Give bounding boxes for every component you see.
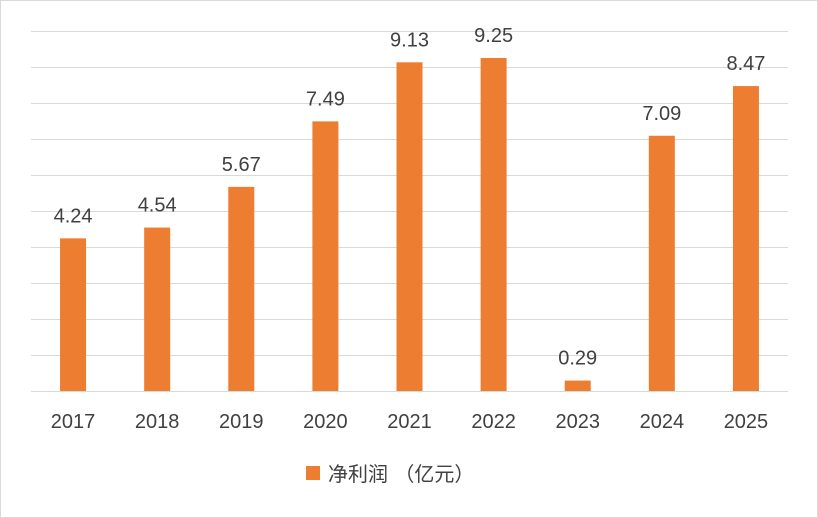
bar-2021 [396,62,423,391]
data-label-2018: 4.54 [138,195,177,217]
bar-2017 [60,238,87,391]
x-tick-label-2017: 2017 [51,411,96,433]
x-tick-label-2021: 2021 [387,411,432,433]
bar-2019 [228,186,255,391]
bars [60,58,759,392]
data-label-2020: 7.49 [306,88,345,110]
data-label-2021: 9.13 [390,29,429,51]
x-tick-label-2019: 2019 [219,411,264,433]
legend: 净利润 （亿元） [306,462,474,486]
data-label-2019: 5.67 [222,154,261,176]
data-label-2017: 4.24 [54,205,93,227]
bar-2020 [312,121,339,392]
data-label-2025: 8.47 [726,53,765,75]
bar-2022 [480,58,507,391]
data-label-2022: 9.25 [474,25,513,47]
x-tick-label-2020: 2020 [303,411,348,433]
bar-2025 [732,86,759,391]
bar-2024 [648,135,675,391]
x-tick-label-2022: 2022 [471,411,516,433]
x-tick-label-2025: 2025 [724,411,769,433]
data-label-2023: 0.29 [558,348,597,370]
x-tick-label-2018: 2018 [135,411,180,433]
x-tick-label-2024: 2024 [640,411,685,433]
bar-2023 [564,380,591,391]
x-axis-tick-labels: 2017 2018 2019 2020 2021 2022 2023 2024 2025 [51,411,768,433]
data-labels: 4.24 4.54 5.67 7.49 9.13 9.25 0.29 7.09 8.47 [54,25,766,370]
data-label-2024: 7.09 [642,103,681,125]
legend-label: 净利润 （亿元） [328,462,474,486]
bar-2018 [144,227,171,391]
legend-swatch [306,466,320,480]
x-tick-label-2023: 2023 [555,411,600,433]
